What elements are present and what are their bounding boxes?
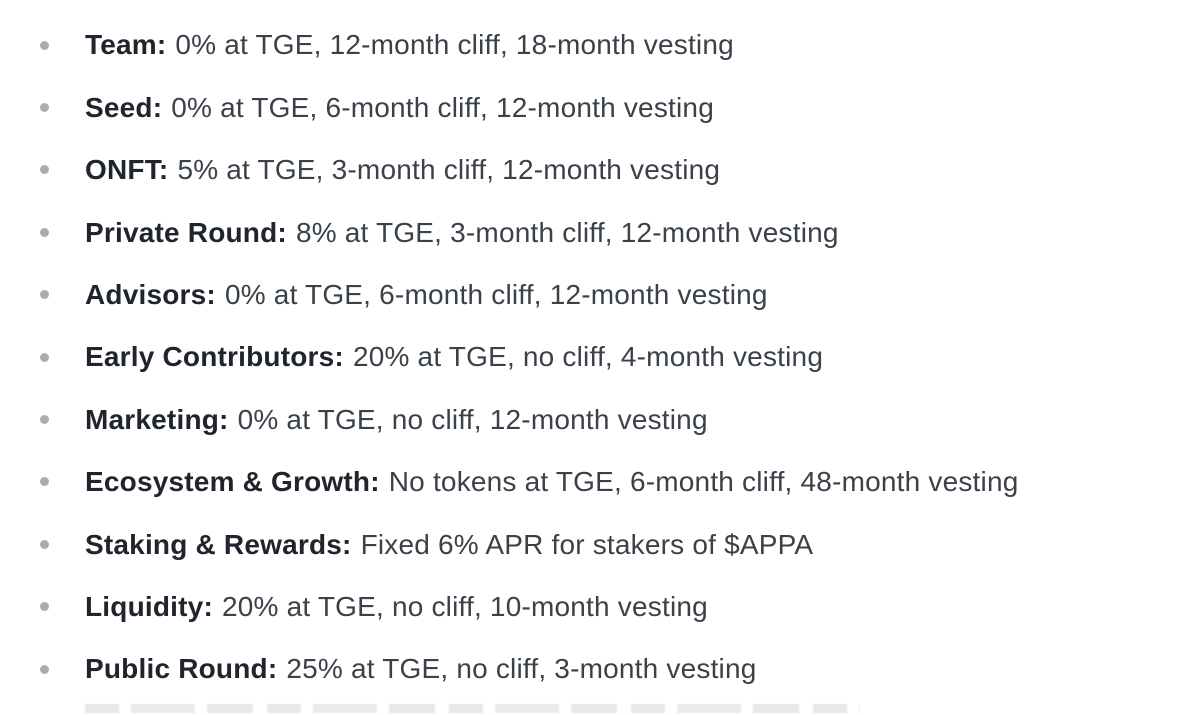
list-item: Marketing: 0% at TGE, no cliff, 12-month …: [0, 388, 1200, 450]
list-item: Early Contributors: 20% at TGE, no cliff,…: [0, 326, 1200, 388]
bullet-icon: [40, 352, 49, 362]
bullet-icon: [40, 415, 49, 425]
item-label: Marketing:: [85, 403, 229, 435]
item-text: 5% at TGE, 3-month cliff, 12-month vesti…: [177, 154, 721, 186]
item-text: 0% at TGE, 6-month cliff, 12-month vesti…: [224, 278, 768, 310]
list-item: Liquidity: 20% at TGE, no cliff, 10-month…: [0, 576, 1200, 638]
item-text: 25% at TGE, no cliff, 3-month vesting: [286, 653, 757, 685]
bullet-icon: [40, 165, 49, 175]
item-label: Ecosystem & Growth:: [85, 466, 380, 498]
item-label: Private Round:: [85, 216, 287, 248]
item-text: 0% at TGE, 6-month cliff, 12-month vesti…: [171, 91, 714, 123]
bullet-icon: [40, 602, 49, 612]
list-item-content: Ecosystem & Growth: No tokens at TGE, 6-m…: [85, 465, 1019, 499]
item-label: ONFT:: [85, 154, 169, 186]
item-label: Seed:: [85, 91, 163, 123]
list-item: Public Round: 25% at TGE, no cliff, 3-mon…: [0, 638, 1200, 700]
bullet-icon: [40, 539, 49, 549]
item-label: Staking & Rewards:: [85, 528, 352, 560]
list-item: Staking & Rewards: Fixed 6% APR for stake…: [0, 513, 1200, 575]
item-label: Advisors:: [85, 278, 216, 310]
item-text: Fixed 6% APR for stakers of $APPA: [360, 528, 814, 560]
list-item: Advisors: 0% at TGE, 6-month cliff, 12-mo…: [0, 264, 1200, 326]
list-item: Private Round: 8% at TGE, 3-month cliff, …: [0, 201, 1200, 263]
list-item-content: ONFT: 5% at TGE, 3-month cliff, 12-month …: [85, 153, 720, 187]
vesting-list: Team: 0% at TGE, 12-month cliff, 18-month…: [0, 14, 1200, 700]
item-label: Liquidity:: [85, 590, 213, 622]
bullet-icon: [40, 227, 49, 237]
list-item-content: Staking & Rewards: Fixed 6% APR for stake…: [85, 528, 813, 562]
item-text: 0% at TGE, 12-month cliff, 18-month vest…: [175, 29, 734, 61]
bullet-icon: [40, 40, 49, 50]
item-label: Early Contributors:: [85, 341, 344, 373]
list-item-content: Marketing: 0% at TGE, no cliff, 12-month …: [85, 403, 708, 437]
item-label: Public Round:: [85, 653, 278, 685]
list-item-content: Seed: 0% at TGE, 6-month cliff, 12-month …: [85, 91, 714, 125]
item-text: 0% at TGE, no cliff, 12-month vesting: [237, 403, 708, 435]
bullet-icon: [40, 103, 49, 113]
clipped-next-line: [85, 704, 860, 713]
bullet-icon: [40, 477, 49, 487]
list-item-content: Liquidity: 20% at TGE, no cliff, 10-month…: [85, 590, 708, 624]
bullet-icon: [40, 290, 49, 300]
list-item-content: Advisors: 0% at TGE, 6-month cliff, 12-mo…: [85, 278, 768, 312]
bullet-icon: [40, 664, 49, 674]
list-item-content: Private Round: 8% at TGE, 3-month cliff, …: [85, 216, 839, 250]
item-label: Team:: [85, 29, 167, 61]
item-text: 20% at TGE, no cliff, 4-month vesting: [352, 341, 824, 373]
list-item-content: Team: 0% at TGE, 12-month cliff, 18-month…: [85, 28, 734, 62]
item-text: 20% at TGE, no cliff, 10-month vesting: [221, 590, 708, 622]
list-item: Seed: 0% at TGE, 6-month cliff, 12-month …: [0, 76, 1200, 138]
list-item: Ecosystem & Growth: No tokens at TGE, 6-m…: [0, 451, 1200, 513]
list-item-content: Early Contributors: 20% at TGE, no cliff,…: [85, 340, 823, 374]
list-item: Team: 0% at TGE, 12-month cliff, 18-month…: [0, 14, 1200, 76]
item-text: No tokens at TGE, 6-month cliff, 48-mont…: [388, 466, 1019, 498]
item-text: 8% at TGE, 3-month cliff, 12-month vesti…: [295, 216, 839, 248]
list-item-content: Public Round: 25% at TGE, no cliff, 3-mon…: [85, 652, 757, 686]
list-item: ONFT: 5% at TGE, 3-month cliff, 12-month …: [0, 139, 1200, 201]
